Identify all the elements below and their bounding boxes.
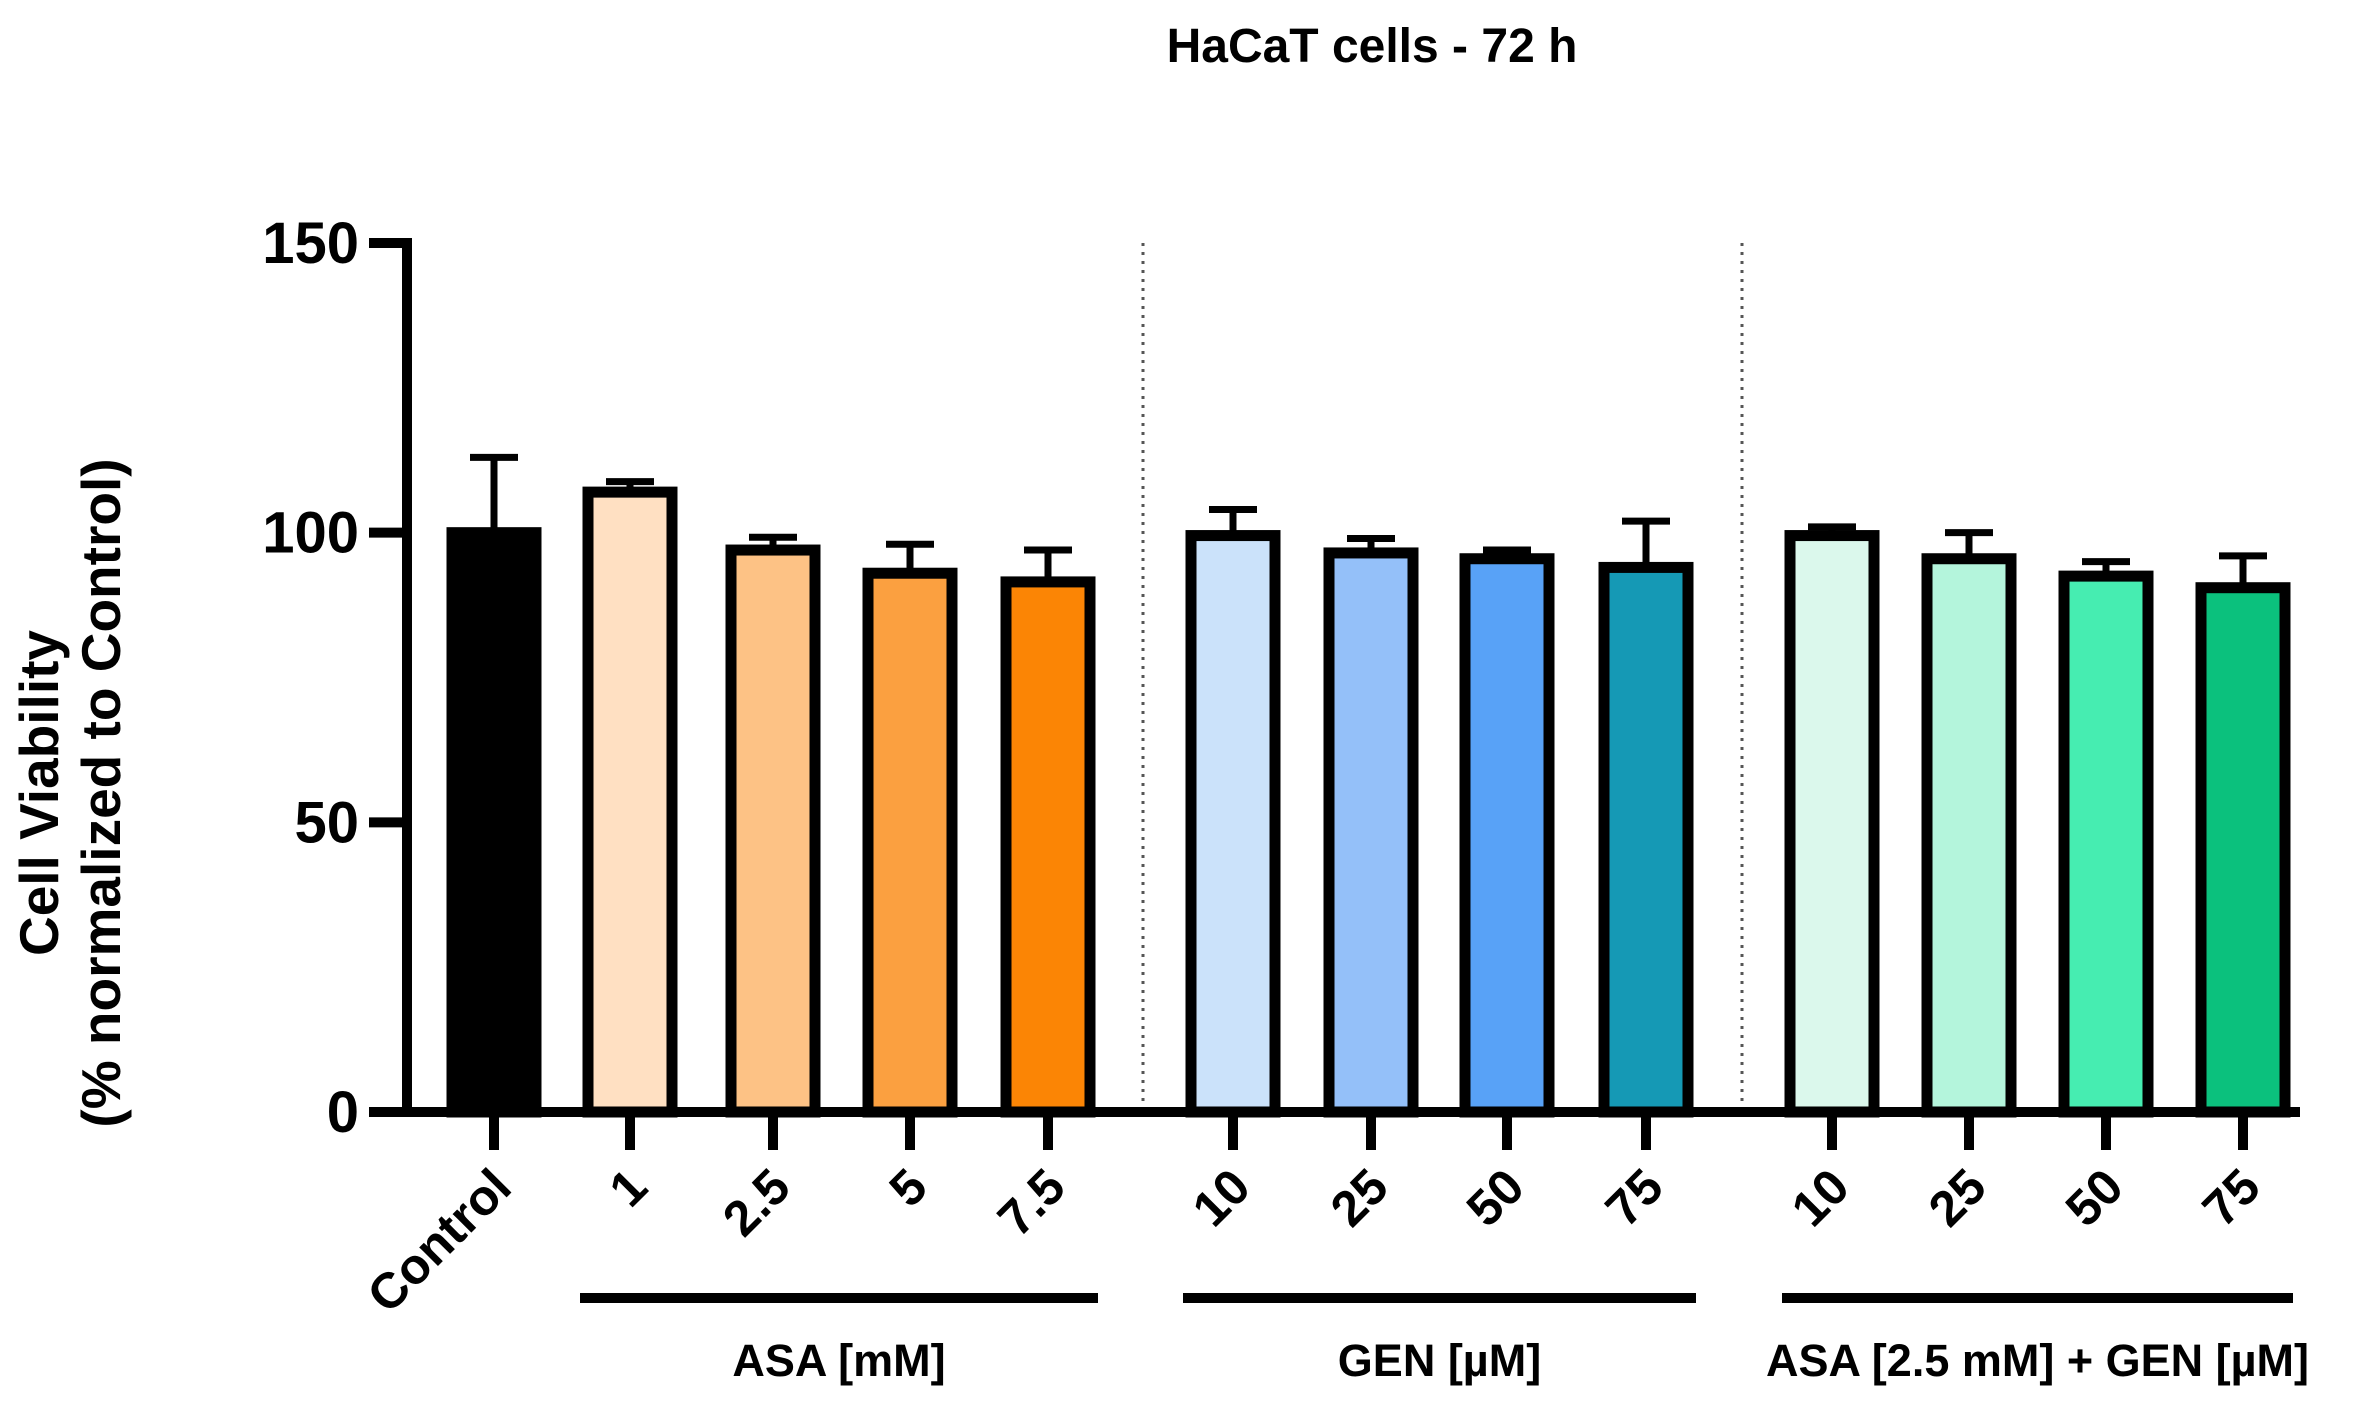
- x-tick-label-6: 25: [1320, 1158, 1399, 1237]
- x-tick-label-11: 50: [2055, 1158, 2134, 1237]
- plot-area: Control 1 2.5 5 7.5 10 25 50 75 10 25 50 75 0 50 100 150…: [262, 211, 2309, 1386]
- bar-10: [1921, 553, 2017, 1118]
- x-tick-label-9: 10: [1781, 1158, 1860, 1237]
- y-tick-label-100: 100: [262, 501, 359, 566]
- x-tick-label-2: 2.5: [712, 1158, 801, 1247]
- bar-3: [862, 567, 958, 1118]
- group-label-0: ASA [mM]: [732, 1335, 945, 1386]
- bar-9: [1784, 530, 1880, 1118]
- bar-6: [1323, 547, 1419, 1118]
- bar-0: [446, 527, 542, 1118]
- y-axis-label-line2: (% normalized to Control): [70, 458, 132, 1127]
- bar-4: [1000, 576, 1096, 1118]
- y-axis-label-line1: Cell Viability: [8, 630, 70, 956]
- x-tick-label-0: Control: [357, 1158, 522, 1323]
- bar-8: [1598, 561, 1694, 1118]
- chart-title: HaCaT cells - 72 h: [1167, 20, 1578, 73]
- y-tick-label-50: 50: [294, 790, 359, 855]
- bar-5: [1185, 530, 1281, 1118]
- bar-7: [1459, 553, 1555, 1118]
- group-label-1: GEN [µM]: [1338, 1335, 1541, 1386]
- bar-2: [725, 544, 821, 1118]
- x-tick-label-7: 50: [1456, 1158, 1535, 1237]
- x-tick-label-12: 75: [2192, 1158, 2271, 1237]
- bar-11: [2058, 570, 2154, 1118]
- bar-12: [2195, 582, 2291, 1118]
- x-tick-label-8: 75: [1595, 1158, 1674, 1237]
- x-tick-label-5: 10: [1182, 1158, 1261, 1237]
- y-tick-label-150: 150: [262, 211, 359, 276]
- x-tick-label-3: 5: [879, 1158, 938, 1217]
- x-tick-label-10: 25: [1918, 1158, 1997, 1237]
- bar-1: [582, 486, 678, 1118]
- x-tick-label-1: 1: [599, 1158, 658, 1217]
- x-tick-label-4: 7.5: [987, 1158, 1076, 1247]
- group-label-2: ASA [2.5 mM] + GEN [µM]: [1766, 1335, 2309, 1386]
- y-tick-label-0: 0: [327, 1080, 359, 1145]
